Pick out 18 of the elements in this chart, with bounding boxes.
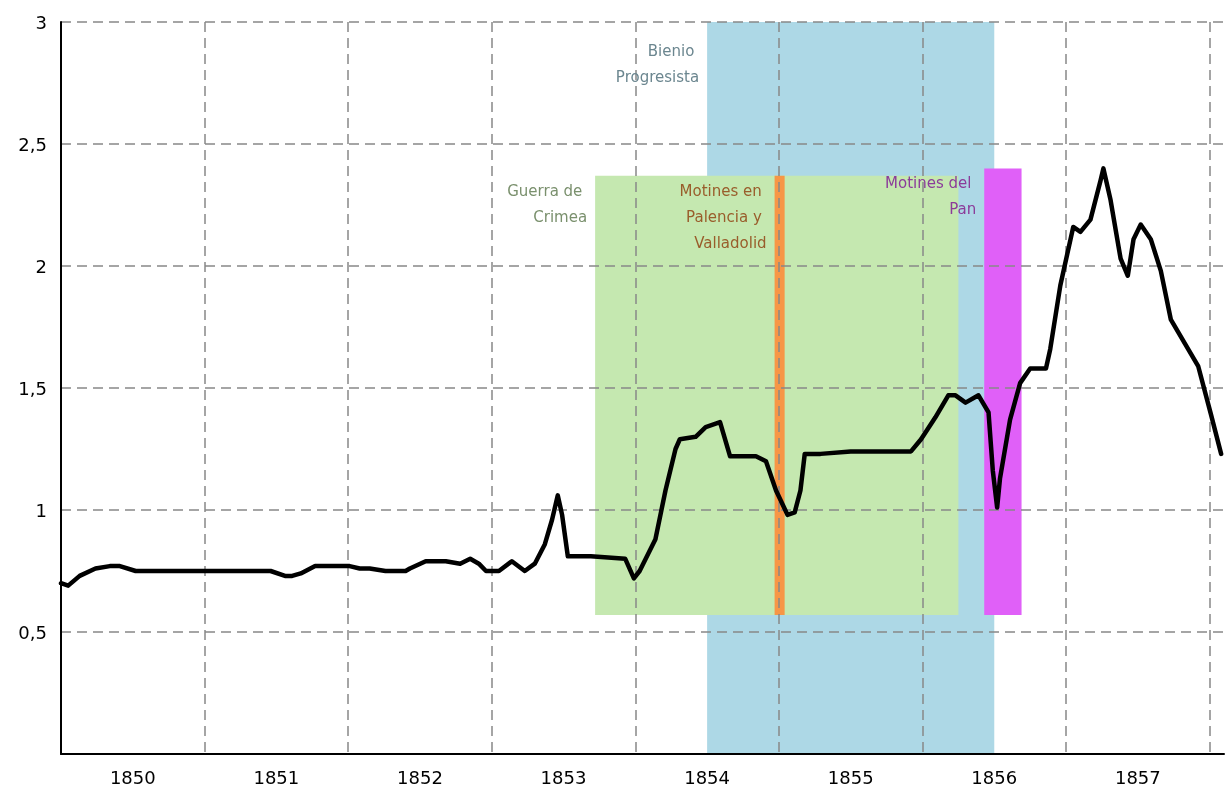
band-label: Guerra de Crimea — [507, 181, 588, 226]
y-tick-label: 0,5 — [18, 621, 47, 643]
x-tick-label: 1850 — [109, 766, 156, 788]
x-tick-label: 1855 — [827, 766, 874, 788]
band-label: Motines en Palencia y Valladolid — [679, 181, 767, 252]
band-label: Bienio Progresista — [615, 42, 700, 86]
y-tick-label: 1,5 — [18, 377, 47, 399]
x-tick-label: 1856 — [971, 766, 1018, 788]
x-tick-label: 1851 — [253, 766, 300, 788]
y-tick-label: 1 — [35, 499, 47, 521]
x-tick-label: 1853 — [540, 766, 587, 788]
x-tick-label: 1857 — [1114, 766, 1161, 788]
y-tick-label: 3 — [35, 11, 47, 33]
y-tick-label: 2 — [35, 255, 47, 277]
x-tick-label: 1854 — [684, 766, 731, 788]
x-tick-label: 1852 — [397, 766, 443, 788]
band-label: Motines del Pan — [885, 174, 977, 219]
y-tick-label: 2,5 — [18, 133, 47, 155]
